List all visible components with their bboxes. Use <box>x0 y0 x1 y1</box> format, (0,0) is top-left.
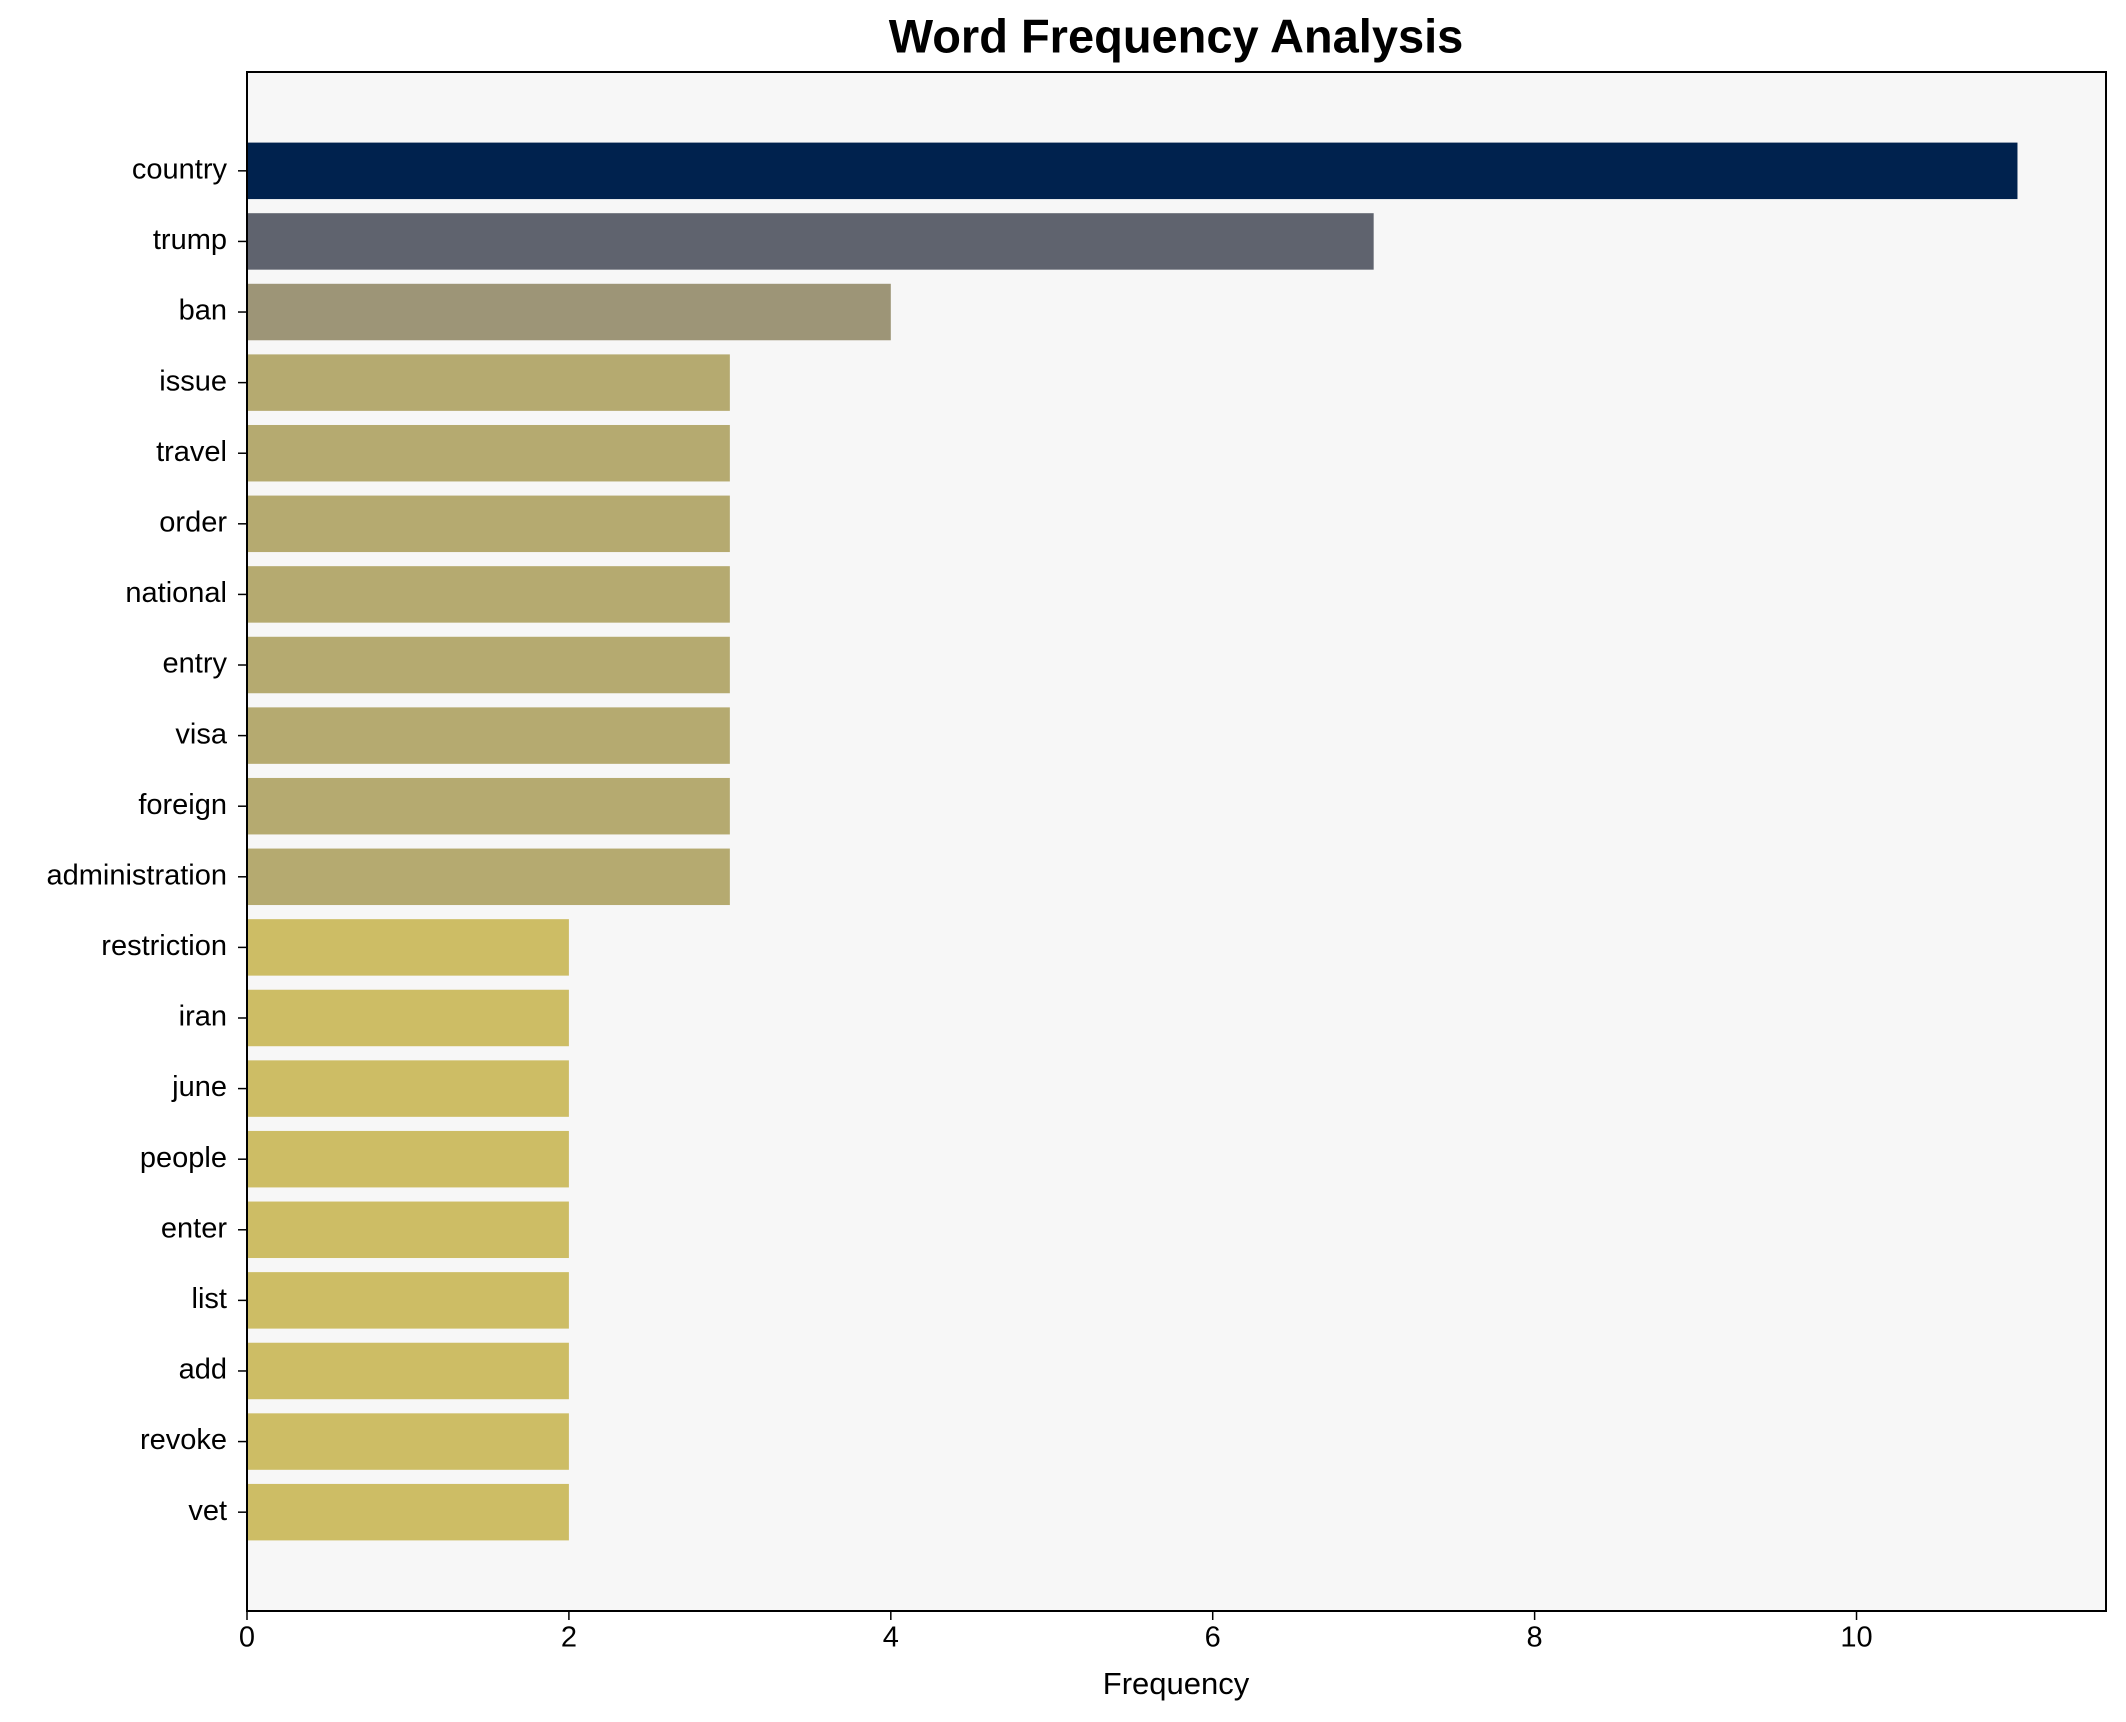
x-axis-label: Frequency <box>1103 1666 1250 1701</box>
bar <box>247 1342 569 1400</box>
bar <box>247 1483 569 1541</box>
y-tick-label: administration <box>46 859 227 891</box>
bar <box>247 142 2018 200</box>
y-tick-label: ban <box>179 295 227 327</box>
bar <box>247 1130 569 1188</box>
bar <box>247 777 730 835</box>
y-tick-label: june <box>171 1071 227 1103</box>
y-tick-label: list <box>192 1283 227 1315</box>
bar <box>247 989 569 1047</box>
bar <box>247 283 891 341</box>
y-tick-label: vet <box>188 1495 227 1527</box>
y-tick-label: national <box>125 577 227 609</box>
y-tick-label: entry <box>163 648 228 680</box>
y-tick-label: country <box>132 153 228 185</box>
y-tick-label: visa <box>175 718 227 750</box>
y-tick-label: issue <box>159 365 227 397</box>
x-tick-label: 2 <box>561 1622 577 1654</box>
bar <box>247 636 730 694</box>
x-tick-label: 8 <box>1527 1622 1543 1654</box>
x-tick-label: 0 <box>239 1622 255 1654</box>
bar <box>247 1272 569 1329</box>
bar <box>247 848 730 906</box>
bar <box>247 1413 569 1470</box>
y-tick-label: restriction <box>101 930 227 962</box>
bar <box>247 424 730 482</box>
chart-title: Word Frequency Analysis <box>889 9 1464 62</box>
x-tick-label: 4 <box>883 1622 899 1654</box>
plot-frame <box>246 71 2107 1612</box>
bar <box>247 495 730 553</box>
y-tick-label: iran <box>179 1001 227 1033</box>
bar <box>247 213 1374 270</box>
y-tick-label: trump <box>153 224 227 256</box>
y-tick-label: people <box>140 1142 227 1174</box>
bar <box>247 354 730 411</box>
bar <box>247 1201 569 1259</box>
y-tick-label: foreign <box>138 789 227 821</box>
y-tick-label: travel <box>156 436 227 468</box>
y-tick-label: add <box>179 1354 227 1386</box>
y-tick-label: revoke <box>140 1424 227 1456</box>
bar <box>247 919 569 976</box>
bar <box>247 707 730 764</box>
y-tick-label: order <box>159 506 227 538</box>
bar <box>247 1060 569 1117</box>
x-tick-label: 6 <box>1205 1622 1221 1654</box>
bar <box>247 566 730 623</box>
x-tick-label: 10 <box>1840 1622 1872 1654</box>
y-tick-label: enter <box>161 1212 227 1244</box>
